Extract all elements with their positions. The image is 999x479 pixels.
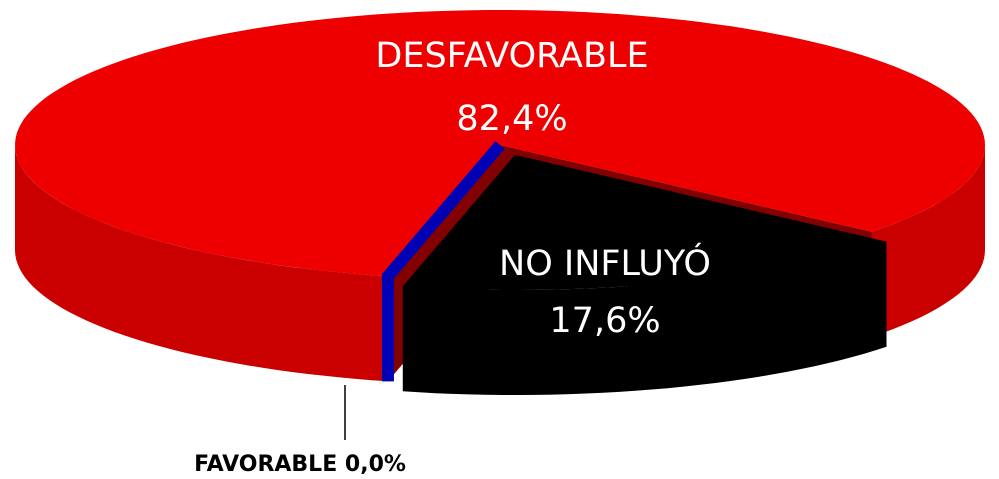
category-label: DESFAVORABLE <box>375 36 648 76</box>
slice-shade <box>871 145 985 337</box>
value-label: 82,4% <box>456 99 567 139</box>
slice-side <box>402 241 887 395</box>
slice <box>15 10 986 277</box>
slice-side <box>15 145 388 382</box>
slice-shade <box>15 145 388 382</box>
slice <box>381 141 505 382</box>
slice-label: FAVORABLE 0,0% <box>194 452 406 477</box>
pie <box>15 10 986 395</box>
slice-side <box>871 145 985 337</box>
slice-shade <box>402 241 887 395</box>
labels: NO INFLUYÓ 17,6% FAVORABLE 0,0% DESFAVORABL… <box>194 36 711 477</box>
value-label: 0,0% <box>345 452 406 477</box>
category-label: FAVORABLE <box>194 452 337 477</box>
category-label: NO INFLUYÓ <box>499 242 711 284</box>
value-label: 17,6% <box>549 301 660 341</box>
slice <box>402 155 887 290</box>
